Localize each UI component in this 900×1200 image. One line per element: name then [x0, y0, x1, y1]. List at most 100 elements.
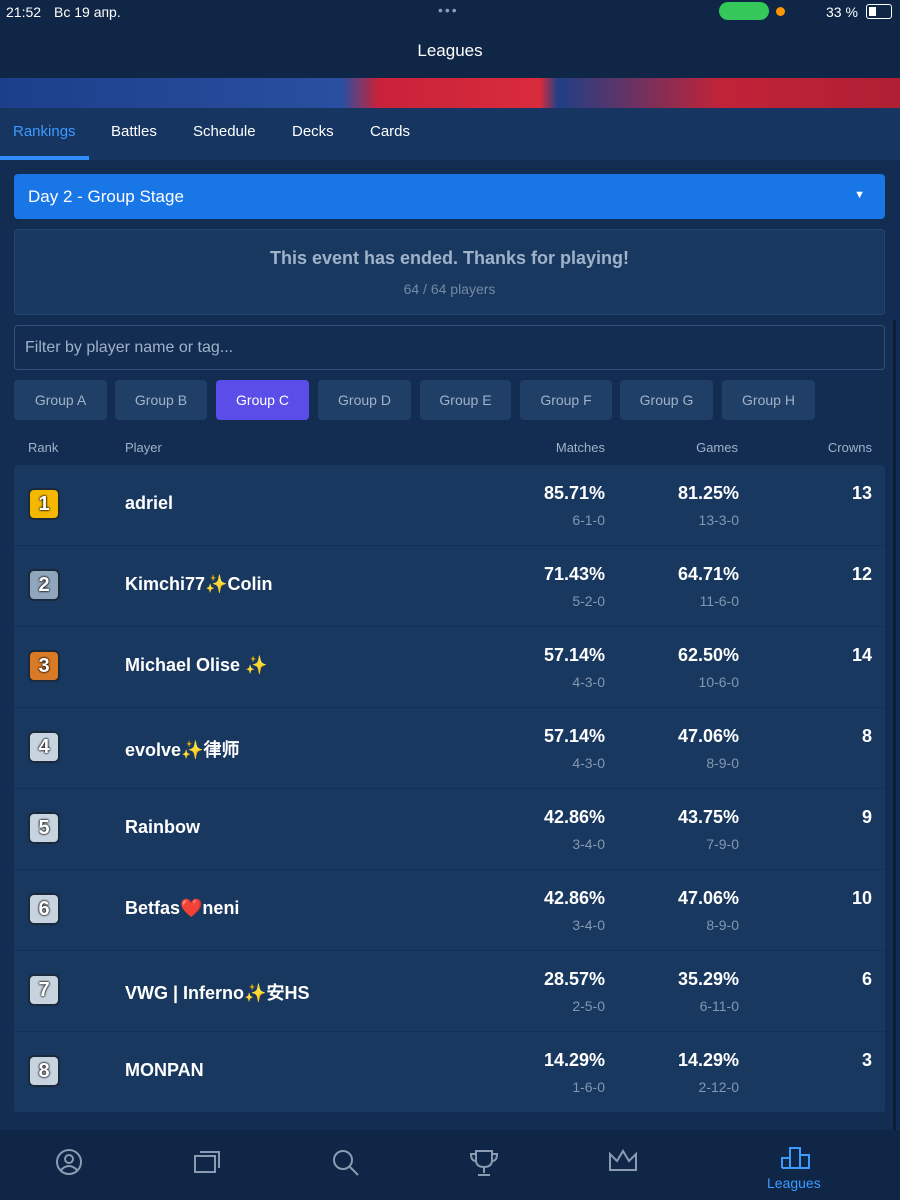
- crowns: 10: [851, 888, 872, 908]
- status-bar: 21:52 Вс 19 апр. ••• 33 %: [0, 0, 900, 25]
- group-button[interactable]: Group B: [115, 380, 207, 420]
- games-record: 7-9-0: [706, 836, 739, 852]
- ranking-row[interactable]: 8 MONPAN 14.29% 1-6-0 14.29% 2-12-0 3: [14, 1032, 885, 1113]
- rank-badge: 8: [28, 1055, 60, 1087]
- matches-record: 1-6-0: [572, 1079, 605, 1095]
- matches-percent: 57.14%: [543, 726, 605, 746]
- event-notice: This event has ended. Thanks for playing…: [14, 229, 885, 315]
- matches-record: 4-3-0: [572, 755, 605, 771]
- ranking-row[interactable]: 5 Rainbow 42.86% 3-4-0 43.75% 7-9-0 9: [14, 789, 885, 870]
- nav-trophy[interactable]: [468, 1148, 500, 1178]
- tab[interactable]: Schedule: [193, 123, 256, 140]
- games-record: 11-6-0: [699, 593, 739, 609]
- player-name: Betfas❤️neni: [125, 898, 240, 918]
- scrollbar: [893, 320, 896, 1130]
- crowns: 9: [861, 807, 872, 827]
- top-bar: Leagues: [0, 25, 900, 78]
- tab[interactable]: Rankings: [13, 123, 76, 140]
- ranking-row[interactable]: 6 Betfas❤️neni 42.86% 3-4-0 47.06% 8-9-0 10: [14, 870, 885, 951]
- games-record: 10-6-0: [698, 674, 739, 690]
- games-percent: 14.29%: [677, 1050, 739, 1070]
- matches-percent: 57.14%: [543, 645, 605, 665]
- dropdown-arrow: ▼: [854, 189, 865, 201]
- games-percent: 43.75%: [677, 807, 739, 827]
- matches-record: 3-4-0: [572, 917, 605, 933]
- status-time: 21:52: [6, 4, 42, 20]
- games-percent: 47.06%: [677, 888, 739, 908]
- crowns: 13: [851, 483, 872, 503]
- player-name: MONPAN: [125, 1060, 204, 1080]
- crowns: 14: [851, 645, 872, 665]
- ranking-row[interactable]: 3 Michael Olise ✨ 57.14% 4-3-0 62.50% 10-6-0 1…: [14, 627, 885, 708]
- group-button[interactable]: Group A: [14, 380, 107, 420]
- header-matches: Matches: [555, 440, 605, 455]
- ranking-row[interactable]: 1 adriel 85.71% 6-1-0 81.25% 13-3-0 13: [14, 465, 885, 546]
- games-percent: 35.29%: [677, 969, 739, 989]
- page-title: Leagues: [417, 41, 483, 60]
- crowns: 12: [851, 564, 872, 584]
- crowns: 3: [861, 1050, 872, 1070]
- nav-profile[interactable]: [55, 1148, 83, 1176]
- group-button[interactable]: Group C: [216, 380, 309, 420]
- player-name: VWG | Inferno✨安HS: [125, 983, 310, 1003]
- tab[interactable]: Decks: [292, 123, 334, 140]
- player-name: adriel: [125, 493, 174, 513]
- games-record: 8-9-0: [706, 755, 739, 771]
- nav-cards[interactable]: [193, 1148, 223, 1176]
- games-record: 6-11-0: [699, 998, 739, 1014]
- player-name: Rainbow: [125, 817, 200, 837]
- group-button[interactable]: Group G: [620, 380, 713, 420]
- group-button[interactable]: Group E: [420, 380, 511, 420]
- header-player: Player: [125, 440, 162, 455]
- matches-percent: 85.71%: [543, 483, 605, 503]
- player-name: evolve✨律师: [125, 740, 240, 760]
- rank-badge: 7: [28, 974, 60, 1006]
- header-rank: Rank: [28, 440, 59, 455]
- games-percent: 47.06%: [677, 726, 739, 746]
- games-record: 8-9-0: [706, 917, 739, 933]
- matches-percent: 71.43%: [543, 564, 605, 584]
- matches-record: 5-2-0: [572, 593, 605, 609]
- nav-leagues-icon[interactable]: [780, 1144, 812, 1170]
- filter-placeholder: Filter by player name or tag...: [25, 339, 234, 356]
- stage-select[interactable]: Day 2 - Group Stage ▼: [14, 174, 885, 219]
- multitask-dots: •••: [438, 2, 459, 18]
- matches-percent: 42.86%: [543, 888, 605, 908]
- rank-badge: 5: [28, 812, 60, 844]
- rank-badge: 2: [28, 569, 60, 601]
- matches-record: 2-5-0: [572, 998, 605, 1014]
- ranking-row[interactable]: 7 VWG | Inferno✨安HS 28.57% 2-5-0 35.29% 6-11-…: [14, 951, 885, 1032]
- nav-search[interactable]: [331, 1148, 361, 1178]
- rank-badge: 4: [28, 731, 60, 763]
- games-record: 13-3-0: [698, 512, 739, 528]
- ranking-row[interactable]: 4 evolve✨律师 57.14% 4-3-0 47.06% 8-9-0 8: [14, 708, 885, 789]
- group-button[interactable]: Group F: [520, 380, 612, 420]
- group-button[interactable]: Group H: [722, 380, 815, 420]
- tab[interactable]: Battles: [111, 123, 157, 140]
- games-record: 2-12-0: [698, 1079, 739, 1095]
- nav-crown[interactable]: [607, 1148, 639, 1174]
- games-percent: 62.50%: [677, 645, 739, 665]
- notice-title: This event has ended. Thanks for playing…: [269, 248, 630, 268]
- group-button[interactable]: Group D: [318, 380, 411, 420]
- header-crowns: Crowns: [827, 440, 872, 455]
- stage-select-label: Day 2 - Group Stage: [28, 187, 184, 206]
- matches-record: 3-4-0: [572, 836, 605, 852]
- ranking-row[interactable]: 2 Kimchi77✨Colin 71.43% 5-2-0 64.71% 11-6-0 12: [14, 546, 885, 627]
- tab[interactable]: Cards: [370, 123, 411, 140]
- battery-level: 33 %: [826, 4, 858, 20]
- matches-record: 6-1-0: [572, 512, 605, 528]
- matches-record: 4-3-0: [572, 674, 605, 690]
- recording-dot: [776, 7, 785, 16]
- nav-leagues-label[interactable]: Leagues: [767, 1175, 821, 1191]
- rank-badge: 6: [28, 893, 60, 925]
- call-indicator: [719, 2, 769, 20]
- event-banner: [0, 78, 900, 108]
- rankings-table: 1 adriel 85.71% 6-1-0 81.25% 13-3-0 13 2 Kimchi7…: [14, 465, 885, 1113]
- bottom-nav: Leagues: [0, 1130, 900, 1200]
- games-percent: 64.71%: [677, 564, 739, 584]
- tab-underline: [0, 156, 89, 160]
- filter-input[interactable]: Filter by player name or tag...: [14, 325, 885, 370]
- crowns: 8: [861, 726, 872, 746]
